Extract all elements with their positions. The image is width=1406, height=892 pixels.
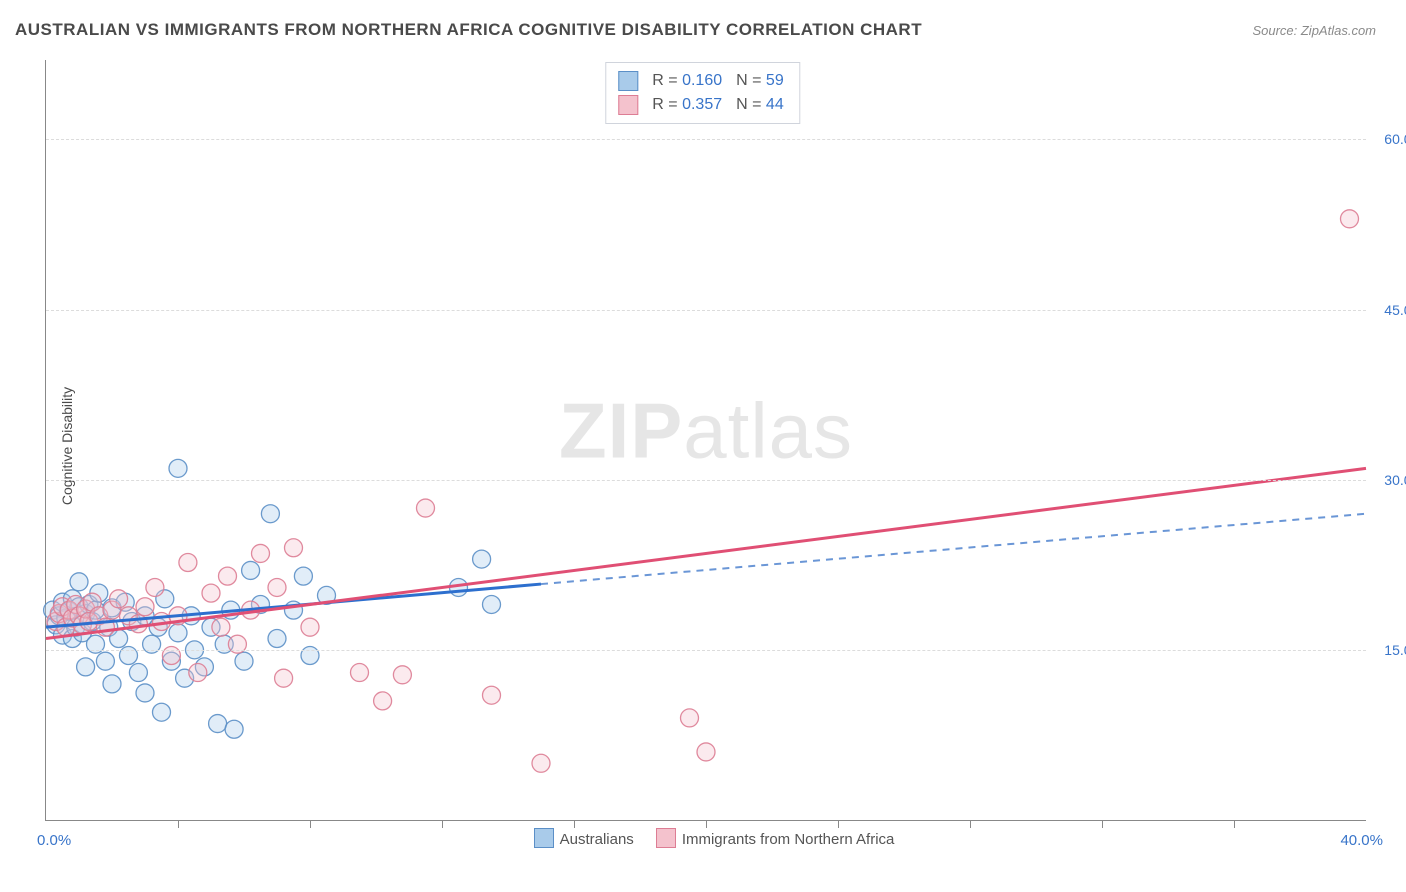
x-tick [574, 820, 575, 828]
y-tick-label: 45.0% [1384, 302, 1406, 318]
legend-swatch [534, 828, 554, 848]
data-point [483, 686, 501, 704]
x-tick [706, 820, 707, 828]
data-point [285, 539, 303, 557]
data-point [169, 624, 187, 642]
data-point [225, 720, 243, 738]
data-point [268, 578, 286, 596]
data-point [483, 595, 501, 613]
x-tick [1234, 820, 1235, 828]
x-tick [442, 820, 443, 828]
data-point [169, 459, 187, 477]
data-point [235, 652, 253, 670]
data-point [1341, 210, 1359, 228]
data-point [252, 544, 270, 562]
legend-row: R = 0.357 N = 44 [618, 93, 783, 117]
data-point [202, 584, 220, 602]
source-label: Source: ZipAtlas.com [1252, 23, 1376, 38]
gridline [46, 139, 1366, 140]
legend-n-label: N = 44 [736, 93, 784, 117]
data-point [374, 692, 392, 710]
data-point [473, 550, 491, 568]
series-legend: Australians Immigrants from Northern Afri… [0, 828, 1406, 848]
legend-swatch [618, 71, 638, 91]
data-point [393, 666, 411, 684]
x-tick [310, 820, 311, 828]
trend-line [46, 468, 1366, 638]
legend-n-label: N = 59 [736, 69, 784, 93]
data-point [697, 743, 715, 761]
chart-title: AUSTRALIAN VS IMMIGRANTS FROM NORTHERN A… [15, 20, 922, 40]
legend-row: R = 0.160 N = 59 [618, 69, 783, 93]
data-point [136, 684, 154, 702]
data-point [301, 618, 319, 636]
x-tick [178, 820, 179, 828]
data-point [96, 652, 114, 670]
legend-label: Australians [560, 831, 634, 848]
gridline [46, 480, 1366, 481]
data-point [103, 675, 121, 693]
data-point [153, 703, 171, 721]
y-tick-label: 60.0% [1384, 131, 1406, 147]
chart-container: AUSTRALIAN VS IMMIGRANTS FROM NORTHERN A… [0, 0, 1406, 892]
x-tick [970, 820, 971, 828]
legend-swatch [656, 828, 676, 848]
x-tick [838, 820, 839, 828]
y-tick-label: 15.0% [1384, 642, 1406, 658]
data-point [351, 664, 369, 682]
scatter-svg [46, 60, 1366, 820]
y-tick-label: 30.0% [1384, 472, 1406, 488]
data-point [70, 573, 88, 591]
data-point [681, 709, 699, 727]
data-point [219, 567, 237, 585]
correlation-legend: R = 0.160 N = 59 R = 0.357 N = 44 [605, 62, 800, 124]
legend-r-label: R = 0.357 [652, 93, 722, 117]
data-point [136, 598, 154, 616]
data-point [294, 567, 312, 585]
data-point [209, 715, 227, 733]
data-point [275, 669, 293, 687]
legend-label: Immigrants from Northern Africa [682, 831, 895, 848]
legend-swatch [618, 95, 638, 115]
plot-area: ZIPatlas 15.0%30.0%45.0%60.0% [45, 60, 1366, 821]
data-point [129, 664, 147, 682]
data-point [532, 754, 550, 772]
data-point [268, 630, 286, 648]
data-point [77, 658, 95, 676]
data-point [261, 505, 279, 523]
gridline [46, 310, 1366, 311]
data-point [242, 561, 260, 579]
data-point [212, 618, 230, 636]
data-point [110, 590, 128, 608]
legend-r-label: R = 0.160 [652, 69, 722, 93]
data-point [146, 578, 164, 596]
data-point [189, 664, 207, 682]
trend-line-extrapolated [541, 514, 1366, 584]
data-point [179, 554, 197, 572]
gridline [46, 650, 1366, 651]
data-point [417, 499, 435, 517]
x-tick [1102, 820, 1103, 828]
